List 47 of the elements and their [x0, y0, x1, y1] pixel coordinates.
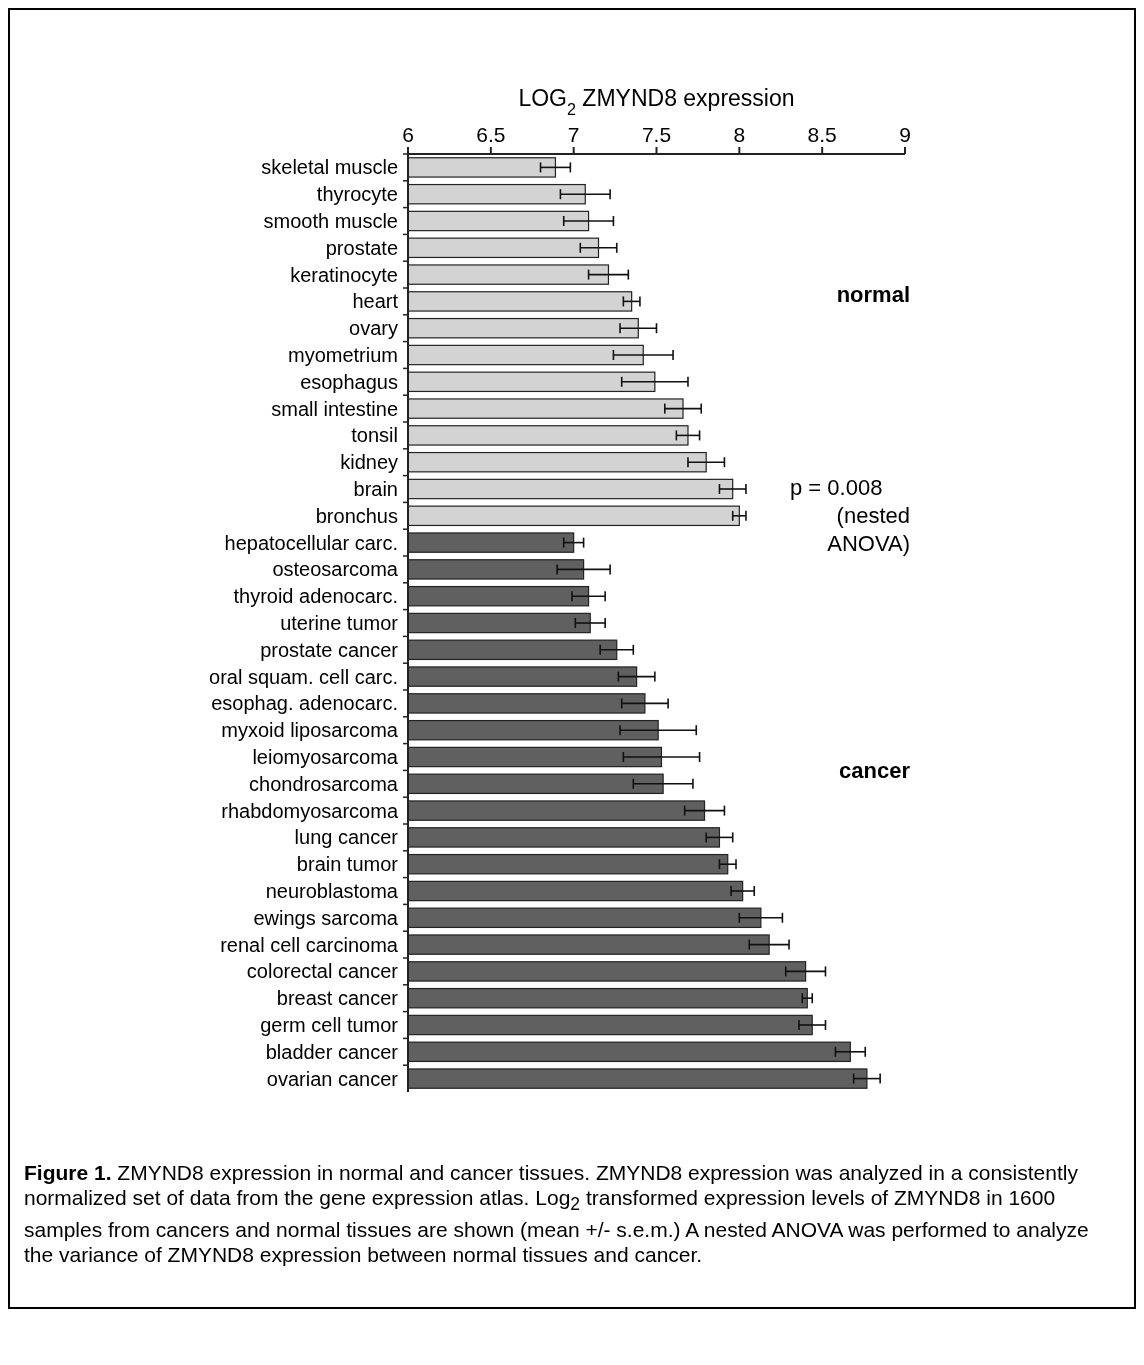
y-tick-label: germ cell tumor [260, 1014, 399, 1036]
y-tick-label: thyrocyte [316, 183, 398, 206]
y-tick-label: colorectal cancer [246, 960, 399, 983]
y-tick-label: ovarian cancer [266, 1067, 399, 1090]
y-tick-label: ewings sarcoma [253, 906, 399, 929]
y-tick-label: ovary [349, 317, 398, 340]
x-tick-label: 7.5 [641, 123, 672, 146]
x-tick-label: 9 [899, 123, 911, 146]
y-tick-label: hepatocellular carc. [224, 531, 398, 554]
x-tick-label: 6.5 [476, 123, 506, 146]
x-axis-title: LOG$_{2}$ ZMYND8 expression [518, 85, 795, 118]
y-tick-label: myxoid liposarcoma [221, 719, 399, 742]
y-tick-label: skeletal muscle [261, 156, 398, 179]
y-tick-label: prostate cancer [260, 638, 399, 661]
y-tick-label: smooth muscle [263, 210, 398, 232]
x-tick-label: 8.5 [807, 123, 837, 146]
y-tick-label: lung cancer [294, 826, 399, 849]
y-tick-label: esophagus [300, 370, 398, 393]
y-tick-label: bladder cancer [265, 1040, 399, 1063]
y-tick-label: neuroblastoma [265, 880, 399, 902]
annotation: normal [836, 281, 910, 307]
y-tick-label: uterine tumor [280, 612, 399, 634]
y-tick-label: chondrosarcoma [249, 772, 399, 795]
y-tick-label: keratinocyte [290, 263, 398, 286]
caption: Figure 1. ZMYND8 expression in normal and cancer tissues. ZMYND8 expression was analyzed in a consistently normalized set of data from the gene expression atlas. Log$_{2}$ transformed expression levels of ZMYND8 in 1600 samples from cancers and normal tissues are shown (mean +/- s.e.m.) A nested ANOVA was performed to analyze the variance of ZMYND8 expression between normal tissues and cancer. [24, 1161, 1089, 1267]
y-tick-label: breast cancer [276, 987, 399, 1010]
y-tick-label: thyroid adenocarc. [233, 585, 398, 608]
y-tick-label: prostate [325, 236, 398, 259]
annotation: p = 0.008 (nested ANOVA) [790, 475, 910, 557]
y-tick-label: small intestine [271, 397, 398, 420]
y-tick-label: renal cell carcinoma [220, 933, 399, 956]
y-tick-label: bronchus [315, 504, 398, 527]
y-tick-label: brain [353, 478, 398, 500]
y-tick-label: rhabdomyosarcoma [221, 799, 399, 822]
x-tick-label: 8 [733, 123, 746, 146]
y-tick-label: osteosarcoma [272, 558, 399, 581]
y-tick-label: brain tumor [296, 853, 399, 876]
y-tick-label: kidney [340, 451, 398, 474]
y-tick-label: myometrium [287, 344, 398, 366]
x-tick-label: 6 [402, 123, 414, 146]
y-tick-label: tonsil [351, 424, 398, 447]
annotation: cancer [839, 758, 911, 784]
y-tick-label: heart [352, 290, 399, 313]
y-tick-label: esophag. adenocarc. [211, 692, 398, 715]
y-tick-label: oral squam. cell carc. [209, 665, 398, 688]
x-tick-label: 7 [567, 123, 580, 146]
y-tick-label: leiomyosarcoma [252, 746, 399, 768]
